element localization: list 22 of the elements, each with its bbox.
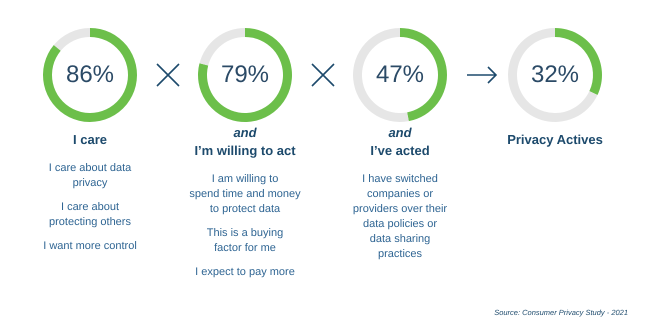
data-label: 79% bbox=[220, 61, 270, 88]
donut-slice bbox=[43, 28, 137, 122]
text: and bbox=[233, 125, 258, 140]
text: I’ve acted bbox=[370, 143, 430, 158]
text: I am willing to spend time and money to protect data bbox=[189, 173, 302, 215]
text: I want more control bbox=[43, 240, 137, 252]
text: and bbox=[388, 125, 413, 140]
text: I care about data privacy bbox=[48, 162, 132, 189]
text: I expect to pay more bbox=[195, 266, 295, 278]
data-label: 32% bbox=[530, 61, 580, 88]
text: I care about protecting others bbox=[49, 201, 132, 228]
text: This is a buying factor for me bbox=[206, 227, 284, 254]
donut-slice bbox=[54, 28, 90, 51]
text: Privacy Actives bbox=[507, 132, 603, 147]
donut-slice bbox=[508, 28, 598, 122]
text: I care bbox=[73, 132, 107, 147]
text: I have switched companies or providers over their data policies or data sharing practices bbox=[352, 173, 448, 260]
donut-slice bbox=[199, 28, 245, 66]
donut-slice bbox=[198, 28, 292, 122]
text: I’m willing to act bbox=[194, 143, 296, 158]
data-label: 47% bbox=[376, 61, 424, 88]
data-label: 86% bbox=[66, 61, 114, 88]
